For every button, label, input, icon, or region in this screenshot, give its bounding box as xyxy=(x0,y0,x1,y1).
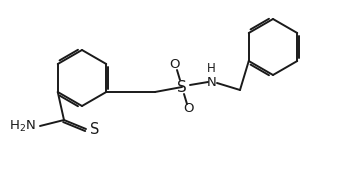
Text: H: H xyxy=(207,61,215,75)
Text: S: S xyxy=(177,79,187,94)
Text: H$_2$N: H$_2$N xyxy=(9,118,36,134)
Text: O: O xyxy=(170,58,180,72)
Text: N: N xyxy=(207,75,217,89)
Text: O: O xyxy=(184,103,194,116)
Text: S: S xyxy=(90,121,99,136)
